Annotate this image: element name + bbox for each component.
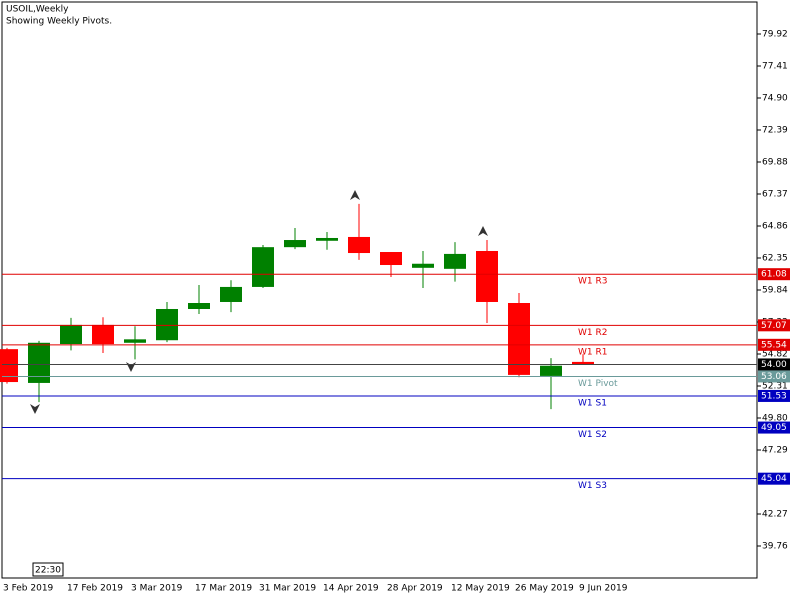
candle-body: [380, 252, 402, 266]
candle-body: [220, 286, 242, 302]
time-label: 22:30: [35, 566, 61, 576]
x-tick-label: 17 Feb 2019: [67, 584, 123, 594]
y-tick-label: 62.35: [762, 254, 788, 264]
pivot-name: W1 R3: [578, 277, 607, 287]
x-tick-label: 26 May 2019: [515, 584, 574, 594]
x-tick-label: 3 Feb 2019: [3, 584, 54, 594]
price-box: [758, 268, 790, 281]
y-tick-label: 42.27: [762, 510, 788, 520]
pivot-name: W1 S2: [578, 430, 607, 440]
chart-title: USOIL,Weekly: [6, 5, 69, 15]
current-price-label: 54.00: [761, 360, 787, 370]
current-price-box: [758, 358, 790, 371]
price-box-label: 61.08: [761, 270, 787, 280]
candle-body: [92, 324, 114, 345]
chart-subtitle: Showing Weekly Pivots.: [6, 17, 112, 27]
candle-body: [124, 339, 146, 343]
candle-body: [60, 324, 82, 345]
y-tick-label: 67.37: [762, 190, 788, 200]
y-tick-label: 77.41: [762, 62, 788, 72]
candle-body: [316, 237, 338, 241]
y-tick-label: 49.80: [762, 414, 788, 424]
price-box-label: 49.05: [761, 423, 787, 433]
candle-body: [572, 361, 594, 365]
y-tick-label: 54.82: [762, 350, 788, 360]
y-tick-label: 39.76: [762, 542, 788, 552]
candle-body: [156, 308, 178, 341]
candle-body: [284, 240, 306, 248]
price-box: [758, 338, 790, 351]
x-tick-label: 31 Mar 2019: [259, 584, 316, 594]
x-tick-label: 3 Mar 2019: [131, 584, 183, 594]
candle-body: [28, 342, 50, 383]
y-tick-label: 74.90: [762, 94, 788, 104]
candle-body: [0, 349, 18, 383]
y-tick-label: 64.86: [762, 222, 788, 232]
price-box-label: 51.53: [761, 391, 787, 401]
time-box: [32, 562, 64, 577]
price-box-label: 55.54: [761, 340, 787, 350]
price-box: [758, 421, 790, 434]
y-tick-label: 79.92: [762, 30, 788, 40]
candle-body: [252, 247, 274, 287]
pivot-name: W1 S3: [578, 481, 607, 491]
price-box: [758, 370, 790, 383]
pivot-name: W1 R2: [578, 328, 607, 338]
candle-body: [188, 303, 210, 309]
candle-body: [412, 263, 434, 268]
candle-body: [540, 365, 562, 376]
y-tick-label: 47.29: [762, 446, 788, 456]
x-tick-label: 14 Apr 2019: [323, 584, 379, 594]
price-box: [758, 472, 790, 485]
x-tick-label: 28 Apr 2019: [387, 584, 443, 594]
candle-body: [444, 253, 466, 269]
price-box-label: 45.04: [761, 474, 787, 484]
y-tick-label: 52.31: [762, 382, 788, 392]
pivot-name: W1 Pivot: [578, 379, 618, 389]
price-box-label: 57.07: [761, 321, 787, 331]
price-box: [758, 319, 790, 332]
fractal-down: [30, 404, 40, 414]
y-tick-label: 59.84: [762, 286, 788, 296]
candle-body: [508, 303, 530, 375]
pivot-name: W1 S1: [578, 398, 607, 408]
price-box-label: 53.06: [761, 372, 787, 382]
plot-frame: [1, 1, 758, 579]
pivot-name: W1 R1: [578, 347, 607, 357]
x-tick-label: 12 May 2019: [451, 584, 510, 594]
fractal-up: [478, 226, 488, 236]
y-tick-label: 72.39: [762, 126, 788, 136]
x-tick-label: 9 Jun 2019: [579, 584, 628, 594]
candle-body: [476, 250, 498, 302]
candle-body: [348, 236, 370, 254]
x-tick-label: 17 Mar 2019: [195, 584, 252, 594]
fractal-up: [350, 190, 360, 200]
price-box: [758, 389, 790, 402]
y-tick-label: 69.88: [762, 158, 788, 168]
